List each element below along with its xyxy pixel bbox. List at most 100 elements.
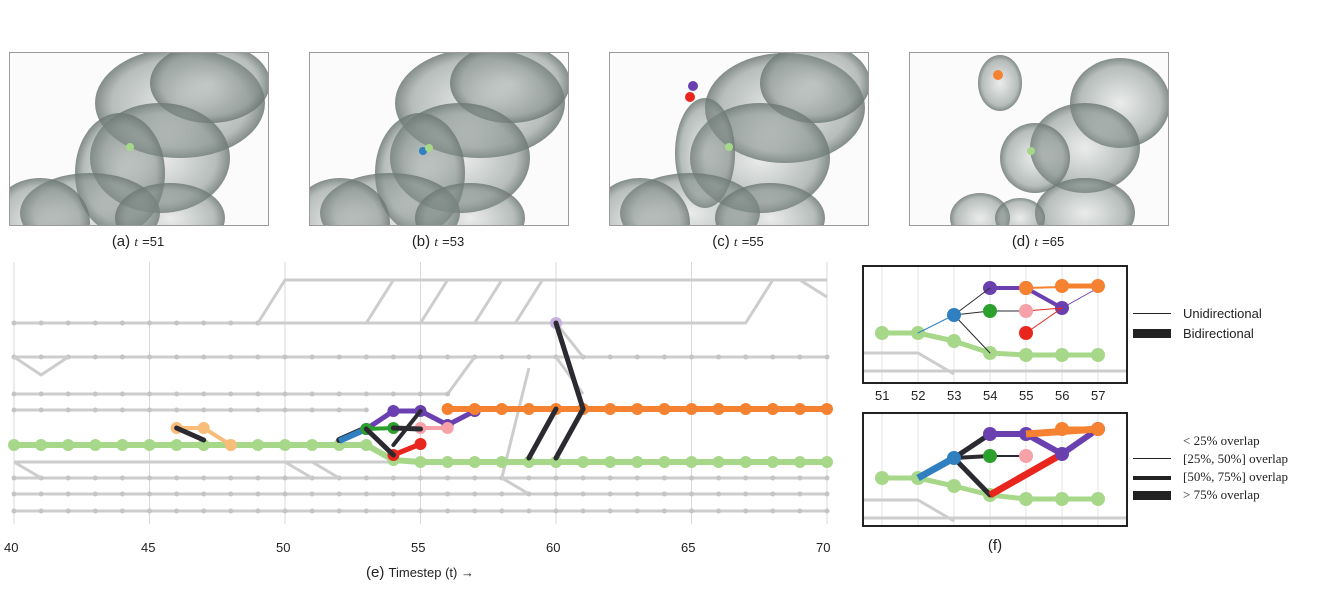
background-track-point <box>580 508 586 514</box>
background-track-point <box>824 475 830 481</box>
background-track-point <box>526 354 532 360</box>
zoom-green-point <box>1019 348 1033 362</box>
background-track-point <box>119 508 125 514</box>
background-track-point <box>526 491 532 497</box>
zoom-orange-point <box>1091 279 1105 293</box>
background-track-point <box>770 491 776 497</box>
background-track-point <box>661 475 667 481</box>
zoom-orange-point <box>1055 422 1069 436</box>
zoom-background-track <box>864 498 955 523</box>
background-track-point <box>201 491 207 497</box>
background-track <box>514 279 544 324</box>
background-track-point <box>38 508 44 514</box>
f-tick-57: 57 <box>1091 388 1106 403</box>
background-track-point <box>201 320 207 326</box>
overlap-link <box>363 426 396 458</box>
background-track <box>14 356 476 396</box>
background-track-point <box>147 320 152 326</box>
background-track-point <box>743 354 749 360</box>
cell-marker-b-green <box>425 144 433 152</box>
zoom-dark-green-point <box>983 449 997 463</box>
background-track-point <box>336 354 342 360</box>
background-track-point <box>743 475 749 481</box>
legend-line-gt75 <box>1133 491 1171 500</box>
zoom-green-point <box>875 471 889 485</box>
track-orange-point <box>712 403 725 415</box>
background-track-point <box>309 508 315 514</box>
legend-label-gt75: > 75% overlap <box>1183 487 1260 502</box>
background-track-point <box>174 407 180 413</box>
caption-b: (b) t =53 <box>388 233 488 250</box>
background-track-point <box>119 407 125 413</box>
background-track-point <box>119 475 125 481</box>
legend-label-25-50: [25%, 50%] overlap <box>1183 451 1289 466</box>
background-track-point <box>363 354 369 360</box>
track-green-point <box>197 439 210 451</box>
cell-marker-a <box>126 143 134 151</box>
zoom-graph-overlap <box>864 414 1126 525</box>
background-track-point <box>689 354 694 360</box>
background-track-point <box>336 508 342 514</box>
caption-f: (f) <box>970 537 1020 554</box>
caption-c: (c) t =55 <box>688 233 788 250</box>
zoom-red-line <box>988 450 1064 499</box>
background-track-point <box>716 475 722 481</box>
background-track-point <box>689 491 694 497</box>
cell-marker-d-green <box>1027 147 1035 155</box>
zoom-link <box>1025 307 1063 334</box>
caption-d-value: =65 <box>1042 234 1065 249</box>
zoom-green-point <box>1055 348 1069 362</box>
background-track-point <box>390 354 396 360</box>
legend-label-bidirectional: Bidirectional <box>1183 326 1254 341</box>
background-track <box>257 279 775 325</box>
background-track-point <box>418 491 423 497</box>
background-track-point <box>634 491 640 497</box>
background-track-point <box>634 354 640 360</box>
track-pink-point <box>441 422 454 434</box>
track-orange-point <box>631 403 644 415</box>
background-track-point <box>11 320 17 326</box>
track-green-point <box>739 456 752 468</box>
track-green-point <box>468 456 481 468</box>
background-track-point <box>363 391 369 397</box>
background-track-point <box>38 391 44 397</box>
background-track-point <box>174 475 180 481</box>
zoom-green-point <box>1019 492 1033 506</box>
background-track <box>554 322 585 358</box>
zoom-purple-line <box>990 426 1100 457</box>
zoom-graph-direction <box>864 267 1126 382</box>
background-track-point <box>147 475 152 481</box>
background-track-point <box>255 508 261 514</box>
background-track-point <box>174 391 180 397</box>
background-track-point <box>661 491 667 497</box>
zoom-red-point <box>1019 326 1033 340</box>
x-tick-50: 50 <box>276 540 291 555</box>
background-track-point <box>553 491 559 497</box>
track-green-point <box>522 456 535 468</box>
cell-marker-c-purple <box>688 81 698 91</box>
background-track-point <box>309 491 315 497</box>
background-track-point <box>363 407 369 413</box>
caption-d-t: t <box>1034 234 1038 249</box>
render-panel-c <box>609 52 869 226</box>
track-light-orange-point <box>197 422 210 434</box>
background-track-point <box>824 491 830 497</box>
background-track-point <box>38 407 44 413</box>
background-track-point <box>255 407 261 413</box>
overlap-link <box>553 406 586 461</box>
caption-c-letter: (c) <box>712 233 730 250</box>
background-track-point <box>743 491 749 497</box>
track-green-point <box>414 456 427 468</box>
background-track-point <box>147 508 152 514</box>
render-panel-d <box>909 52 1169 226</box>
background-track-point <box>607 508 613 514</box>
track-orange-point <box>441 403 454 415</box>
background-track-point <box>689 475 694 481</box>
background-track-point <box>119 491 125 497</box>
caption-a: (a) t =51 <box>88 233 188 250</box>
background-track-point <box>92 407 98 413</box>
track-green-point <box>712 456 725 468</box>
background-track-point <box>65 407 71 413</box>
track-green-point <box>550 456 562 468</box>
track-green-point <box>251 439 264 451</box>
